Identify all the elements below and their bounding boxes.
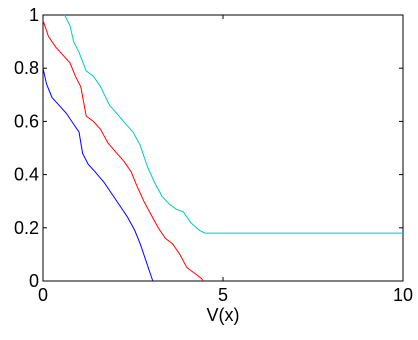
x-tick-label: 5: [218, 285, 228, 305]
y-tick-label: 0.8: [14, 58, 39, 78]
x-tick-label: 0: [38, 285, 48, 305]
y-tick-label: 0.4: [14, 165, 39, 185]
series-group: [42, 14, 403, 282]
series-line-3: [42, 68, 154, 282]
series-line-1: [64, 14, 403, 234]
plot-area: [42, 14, 404, 282]
y-tick-label: 0: [29, 271, 39, 291]
x-tick-label: 10: [393, 285, 413, 305]
series-line-2: [42, 20, 204, 282]
x-axis-label: V(x): [207, 305, 240, 325]
y-tick-label: 0.2: [14, 218, 39, 238]
y-tick-label: 0.6: [14, 111, 39, 131]
ticks-group: 0 5 10 0 0.2 0.4 0.6 0.8 1: [14, 5, 413, 305]
plot-frame: [42, 14, 404, 282]
y-tick-label: 1: [29, 5, 39, 25]
